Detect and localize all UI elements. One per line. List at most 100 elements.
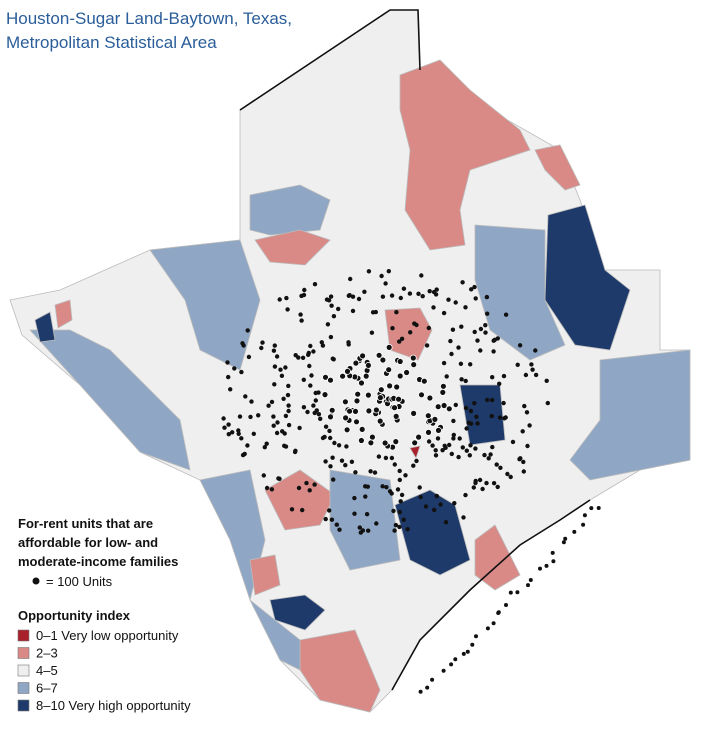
unit-dot <box>449 351 454 357</box>
unit-dot <box>323 424 329 429</box>
unit-dot <box>524 410 530 415</box>
unit-dot <box>495 484 500 490</box>
unit-dot <box>460 280 465 285</box>
unit-dot <box>451 418 456 424</box>
unit-dot <box>313 398 318 403</box>
unit-dot <box>473 296 478 301</box>
legend-label: 0–1 Very low opportunity <box>36 628 179 643</box>
unit-dot <box>320 343 326 348</box>
unit-dot <box>264 441 269 446</box>
unit-dot <box>344 444 349 449</box>
unit-dot <box>380 294 386 299</box>
unit-dot <box>494 462 499 467</box>
unit-dot <box>362 289 367 294</box>
unit-dot <box>246 354 252 360</box>
unit-dot <box>411 439 419 447</box>
unit-dot <box>296 485 302 491</box>
unit-dot <box>356 296 362 302</box>
unit-dot <box>397 477 402 483</box>
unit-dot <box>278 367 283 372</box>
unit-dot <box>416 291 421 296</box>
unit-dot <box>379 356 387 364</box>
region <box>474 224 566 361</box>
map-regions <box>9 9 691 713</box>
unit-dot <box>353 418 360 426</box>
unit-dot <box>245 328 250 333</box>
unit-dot <box>484 294 490 300</box>
unit-dot <box>230 430 235 435</box>
unit-dot <box>407 291 413 296</box>
legend-swatch <box>17 629 30 642</box>
unit-dot <box>226 374 231 380</box>
unit-dot <box>342 414 350 422</box>
unit-dot <box>284 295 289 301</box>
unit-dot <box>392 438 400 446</box>
unit-dot <box>343 463 348 468</box>
unit-dot <box>321 391 329 399</box>
unit-dot <box>328 464 333 469</box>
unit-dot <box>405 527 410 532</box>
unit-dot <box>501 400 506 406</box>
unit-dot <box>300 507 305 513</box>
unit-dot <box>365 484 370 489</box>
unit-dot <box>472 284 477 290</box>
region <box>249 554 281 596</box>
unit-dot <box>379 273 384 279</box>
unit-dot <box>309 373 314 378</box>
unit-dot <box>352 359 360 367</box>
region <box>394 489 471 576</box>
region <box>269 594 326 631</box>
unit-dot <box>359 352 367 360</box>
unit-dot <box>410 409 418 417</box>
region <box>34 311 56 343</box>
unit-dot <box>545 400 550 406</box>
unit-dot <box>322 434 327 440</box>
unit-dot <box>401 286 407 291</box>
unit-dot <box>298 312 303 317</box>
unit-dot <box>452 501 457 506</box>
unit-dot <box>517 343 523 348</box>
unit-dot <box>401 517 406 522</box>
unit-dot <box>474 634 478 639</box>
unit-dot <box>297 425 302 431</box>
unit-dot <box>450 327 456 332</box>
unit-dot <box>261 473 266 478</box>
unit-dot <box>366 269 372 274</box>
unit-dot <box>403 473 408 478</box>
unit-dot <box>453 402 458 408</box>
unit-dot <box>330 356 335 361</box>
unit-dot <box>286 403 291 408</box>
unit-dot <box>386 269 391 274</box>
unit-dot <box>300 355 306 360</box>
legend-units-key: = 100 Units <box>46 574 113 589</box>
unit-dot <box>431 305 436 310</box>
unit-dot <box>527 423 532 428</box>
unit-dot <box>330 455 335 460</box>
unit-dot <box>470 642 475 647</box>
region <box>534 144 581 191</box>
unit-dot <box>525 443 530 449</box>
unit-dot <box>353 470 358 475</box>
unit-dot <box>430 677 435 682</box>
unit-dot <box>480 486 485 492</box>
region <box>249 184 331 236</box>
unit-dot <box>376 394 384 402</box>
unit-dot <box>306 352 311 357</box>
title-line: Houston-Sugar Land-Baytown, Texas, <box>6 9 292 28</box>
unit-dot <box>508 474 513 480</box>
unit-dot <box>368 469 373 474</box>
unit-dot <box>515 362 520 367</box>
unit-dot <box>396 372 404 380</box>
unit-dot <box>339 458 345 463</box>
unit-dot <box>327 428 332 434</box>
unit-dot <box>478 348 483 353</box>
legend-label: 8–10 Very high opportunity <box>36 698 191 713</box>
unit-dot <box>496 611 501 615</box>
unit-dot <box>522 403 527 409</box>
unit-dot <box>329 517 335 522</box>
unit-dot <box>348 276 353 282</box>
unit-dot <box>350 308 356 314</box>
unit-dot <box>240 452 246 458</box>
unit-dot <box>467 453 472 458</box>
